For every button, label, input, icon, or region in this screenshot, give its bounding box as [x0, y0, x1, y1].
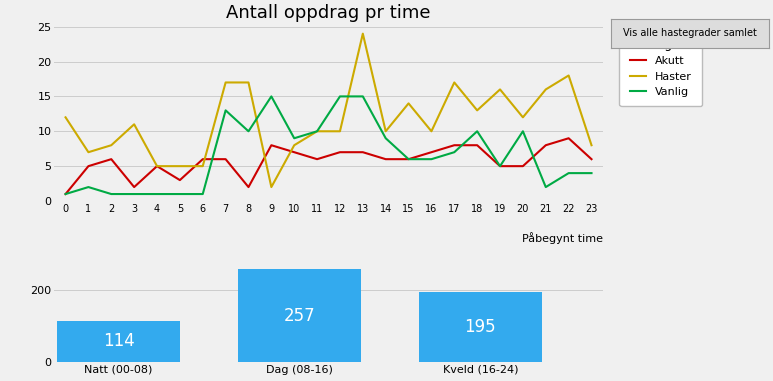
Haster: [358, 31, 367, 36]
Akutt: [152, 164, 162, 168]
Vanlig: [450, 150, 459, 154]
Haster: [243, 80, 253, 85]
Line: Akutt: Akutt: [66, 138, 591, 194]
Akutt: [518, 164, 527, 168]
Haster: [450, 80, 459, 85]
Akutt: [198, 157, 207, 162]
Akutt: [221, 157, 230, 162]
Akutt: [267, 143, 276, 147]
Akutt: [450, 143, 459, 147]
Haster: [107, 143, 116, 147]
Bar: [419, 291, 542, 362]
Haster: [381, 129, 390, 134]
Haster: [541, 87, 550, 92]
Haster: [61, 115, 70, 120]
Haster: [290, 143, 299, 147]
Vanlig: [564, 171, 574, 175]
Vanlig: [221, 108, 230, 113]
Haster: [564, 73, 574, 78]
Akutt: [83, 164, 93, 168]
Akutt: [335, 150, 345, 154]
Vanlig: [83, 185, 93, 189]
Vanlig: [290, 136, 299, 141]
Haster: [130, 122, 139, 126]
Vanlig: [587, 171, 596, 175]
Haster: [198, 164, 207, 168]
Haster: [427, 129, 436, 134]
Text: 257: 257: [284, 307, 315, 325]
Bar: [238, 269, 361, 362]
Text: 195: 195: [465, 318, 496, 336]
Vanlig: [243, 129, 253, 134]
Akutt: [495, 164, 505, 168]
Haster: [335, 129, 345, 134]
Line: Vanlig: Vanlig: [66, 96, 591, 194]
Vanlig: [427, 157, 436, 162]
Vanlig: [518, 129, 527, 134]
Text: 114: 114: [103, 332, 135, 351]
Akutt: [130, 185, 139, 189]
Akutt: [472, 143, 482, 147]
Akutt: [358, 150, 367, 154]
Akutt: [243, 185, 253, 189]
Vanlig: [404, 157, 414, 162]
Vanlig: [312, 129, 322, 134]
Akutt: [427, 150, 436, 154]
Haster: [518, 115, 527, 120]
Legend: Akutt, Haster, Vanlig: Akutt, Haster, Vanlig: [619, 29, 703, 106]
Haster: [221, 80, 230, 85]
Vanlig: [198, 192, 207, 196]
Vanlig: [358, 94, 367, 99]
Haster: [587, 143, 596, 147]
Haster: [83, 150, 93, 154]
Vanlig: [335, 94, 345, 99]
Akutt: [541, 143, 550, 147]
Vanlig: [472, 129, 482, 134]
Haster: [495, 87, 505, 92]
Title: Antall oppdrag pr time: Antall oppdrag pr time: [226, 4, 431, 22]
Text: Påbegynt time: Påbegynt time: [522, 232, 603, 244]
Akutt: [312, 157, 322, 162]
Vanlig: [267, 94, 276, 99]
Haster: [404, 101, 414, 106]
Haster: [312, 129, 322, 134]
Vanlig: [130, 192, 139, 196]
Akutt: [107, 157, 116, 162]
Vanlig: [541, 185, 550, 189]
Vanlig: [381, 136, 390, 141]
Haster: [175, 164, 185, 168]
Vanlig: [175, 192, 185, 196]
Akutt: [564, 136, 574, 141]
Haster: [472, 108, 482, 113]
Haster: [267, 185, 276, 189]
Line: Haster: Haster: [66, 34, 591, 187]
Text: Vis alle hastegrader samlet: Vis alle hastegrader samlet: [623, 28, 757, 38]
Akutt: [587, 157, 596, 162]
Vanlig: [495, 164, 505, 168]
Akutt: [175, 178, 185, 182]
Haster: [152, 164, 162, 168]
Vanlig: [107, 192, 116, 196]
Bar: [57, 321, 180, 362]
Akutt: [290, 150, 299, 154]
Vanlig: [61, 192, 70, 196]
Akutt: [61, 192, 70, 196]
Akutt: [381, 157, 390, 162]
Akutt: [404, 157, 414, 162]
Vanlig: [152, 192, 162, 196]
